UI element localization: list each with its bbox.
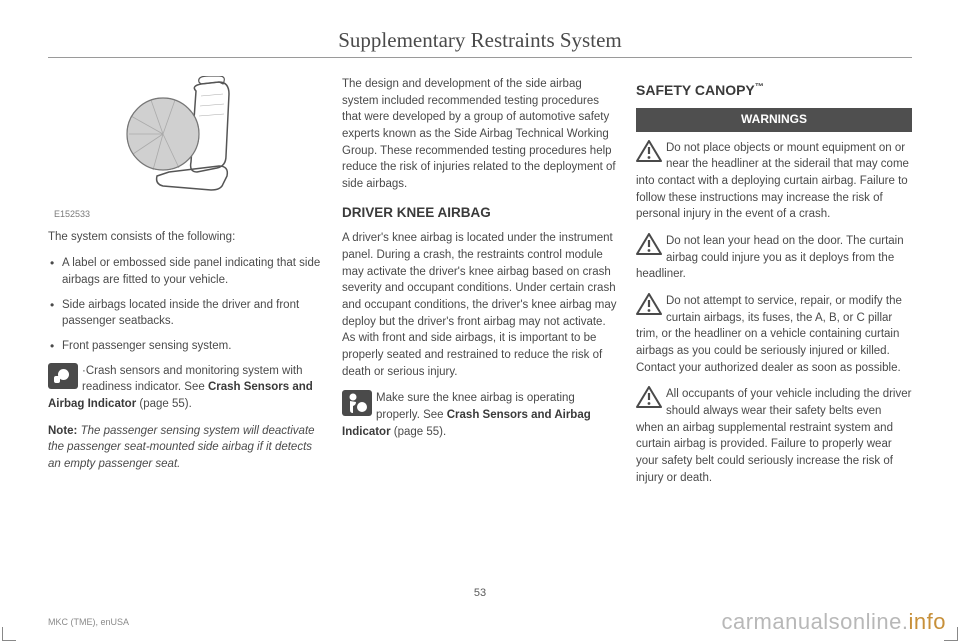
seat-airbag-illustration bbox=[48, 76, 324, 202]
warning-3-text: Do not attempt to service, repair, or mo… bbox=[636, 295, 902, 374]
page-title: Supplementary Restraints System bbox=[48, 28, 912, 53]
warning-3: Do not attempt to service, repair, or mo… bbox=[636, 293, 912, 376]
design-paragraph: The design and development of the side a… bbox=[342, 76, 618, 193]
warning-1: Do not place objects or mount equipment … bbox=[636, 140, 912, 223]
crop-mark-br bbox=[944, 627, 958, 641]
knee-airbag-heading: DRIVER KNEE AIRBAG bbox=[342, 203, 618, 223]
col1-bullet-list: A label or embossed side panel indicatin… bbox=[48, 255, 324, 354]
warnings-header: WARNINGS bbox=[636, 108, 912, 131]
warning-4: All occupants of your vehicle including … bbox=[636, 386, 912, 486]
canopy-heading: SAFETY CANOPY™ bbox=[636, 80, 912, 100]
header-rule bbox=[48, 57, 912, 58]
note-label: Note: bbox=[48, 425, 77, 437]
warning-2-text: Do not lean your head on the door. The c… bbox=[636, 235, 904, 280]
warning-triangle-icon bbox=[636, 293, 662, 315]
warning-triangle-icon bbox=[636, 140, 662, 162]
column-1: E152533 The system consists of the follo… bbox=[48, 76, 324, 576]
column-3: SAFETY CANOPY™ WARNINGS Do not place obj… bbox=[636, 76, 912, 576]
col1-intro: The system consists of the following: bbox=[48, 229, 324, 246]
warning-triangle-icon bbox=[636, 386, 662, 408]
airbag-icon bbox=[48, 363, 78, 389]
figure-label: E152533 bbox=[54, 208, 324, 221]
watermark-text-a: carmanualsonline. bbox=[721, 609, 908, 634]
watermark: carmanualsonline.info bbox=[721, 609, 946, 635]
sensors-text-post: (page 55). bbox=[136, 398, 192, 410]
sensors-paragraph: ·Crash sensors and monitoring system wit… bbox=[48, 363, 324, 413]
bullet-item: Front passenger sensing system. bbox=[48, 338, 324, 355]
bullet-item: A label or embossed side panel indicatin… bbox=[48, 255, 324, 288]
knee-icon-post: (page 55). bbox=[391, 426, 447, 438]
bullet-item: Side airbags located inside the driver a… bbox=[48, 297, 324, 330]
knee-paragraph: A driver's knee airbag is located under … bbox=[342, 230, 618, 380]
columns: E152533 The system consists of the follo… bbox=[48, 76, 912, 576]
warning-1-text: Do not place objects or mount equipment … bbox=[636, 142, 909, 221]
warning-4-text: All occupants of your vehicle including … bbox=[636, 388, 911, 483]
knee-icon-paragraph: Make sure the knee airbag is operating p… bbox=[342, 390, 618, 440]
page-number: 53 bbox=[0, 587, 960, 599]
watermark-text-b: info bbox=[909, 609, 946, 634]
warning-triangle-icon bbox=[636, 233, 662, 255]
note-body: The passenger sensing system will deacti… bbox=[48, 425, 315, 470]
knee-airbag-icon bbox=[342, 390, 372, 416]
seat-airbag-svg bbox=[101, 76, 271, 196]
note-paragraph: Note: The passenger sensing system will … bbox=[48, 423, 324, 473]
footer-left: MKC (TME), enUSA bbox=[48, 617, 129, 627]
canopy-heading-text: SAFETY CANOPY bbox=[636, 82, 755, 98]
crop-mark-bl bbox=[2, 627, 16, 641]
page-container: Supplementary Restraints System bbox=[0, 0, 960, 643]
warning-2: Do not lean your head on the door. The c… bbox=[636, 233, 912, 283]
trademark-symbol: ™ bbox=[755, 81, 764, 91]
column-2: The design and development of the side a… bbox=[342, 76, 618, 576]
